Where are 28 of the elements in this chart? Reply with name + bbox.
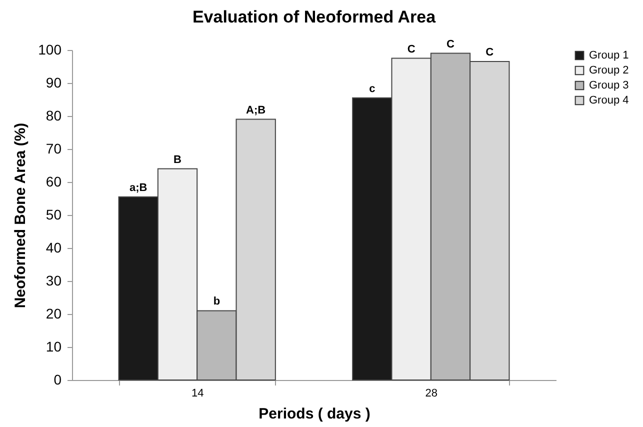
chart-title: Evaluation of Neoformed Area [192,7,436,26]
y-tick-label: 0 [54,372,62,388]
x-tick-label: 14 [191,388,204,400]
legend-label: Group 1 [589,50,629,62]
y-tick-label: 100 [38,42,62,58]
x-tick-label: 28 [425,388,438,400]
data-label: A;B [246,104,266,116]
data-label: c [369,82,376,95]
y-tick-label: 30 [46,272,62,288]
legend-label: Group 2 [589,64,629,76]
data-label: B [174,154,182,166]
data-label: a;B [129,182,148,194]
data-label: C [486,46,494,59]
y-tick-label: 10 [46,338,62,354]
data-label: b [213,296,220,308]
y-tick-label: 50 [46,206,62,222]
legend-label: Group 3 [589,80,629,92]
y-tick-label: 60 [46,174,62,190]
y-tick-label: 20 [46,306,62,322]
y-tick-label: 40 [46,240,62,256]
x-axis-title: Periods ( days ) [258,406,370,422]
data-label: C [407,43,416,56]
y-axis-title: Neoformed Bone Area (%) [12,122,30,308]
y-tick-label: 80 [46,108,62,124]
y-tick-label: 90 [46,74,62,90]
legend-label: Group 4 [589,94,629,106]
y-tick-label: 70 [46,140,62,156]
data-label: C [446,38,455,50]
